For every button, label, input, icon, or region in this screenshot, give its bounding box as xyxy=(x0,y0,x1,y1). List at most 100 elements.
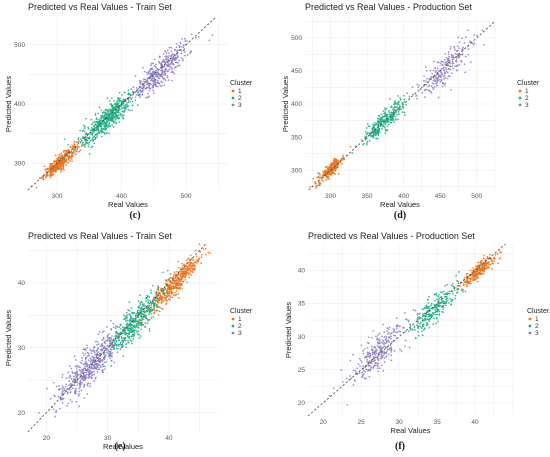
data-point xyxy=(361,376,363,379)
data-point xyxy=(350,377,353,380)
data-point xyxy=(103,357,105,360)
panel-caption: (f) xyxy=(395,441,405,452)
data-point xyxy=(446,291,449,294)
data-point xyxy=(119,114,122,116)
data-point xyxy=(364,130,367,133)
data-point xyxy=(375,137,378,140)
data-point xyxy=(484,259,486,261)
data-point xyxy=(80,378,83,380)
data-point xyxy=(106,123,108,125)
data-point xyxy=(459,53,462,56)
data-point xyxy=(115,347,118,350)
data-point xyxy=(173,53,175,56)
series-3 xyxy=(124,33,214,112)
data-point xyxy=(148,327,151,330)
data-point xyxy=(103,118,105,120)
data-point xyxy=(101,331,104,334)
data-point xyxy=(132,326,134,329)
data-point xyxy=(132,317,134,320)
data-point xyxy=(139,307,142,310)
data-point xyxy=(385,108,388,110)
data-point xyxy=(169,276,172,279)
data-point xyxy=(388,113,391,116)
data-point xyxy=(153,76,155,79)
data-point xyxy=(105,339,107,342)
data-point xyxy=(191,267,194,270)
data-point xyxy=(74,387,77,390)
data-point xyxy=(80,383,82,385)
data-point xyxy=(449,68,452,71)
data-point xyxy=(193,262,195,264)
data-point xyxy=(381,356,384,359)
data-point xyxy=(426,322,429,324)
data-point xyxy=(473,269,476,271)
data-point xyxy=(110,110,113,112)
data-point xyxy=(89,382,92,385)
data-point xyxy=(153,303,156,306)
data-point xyxy=(450,284,453,287)
data-point xyxy=(432,79,435,82)
data-point xyxy=(448,290,451,293)
data-point xyxy=(390,354,393,357)
data-point xyxy=(164,292,167,295)
data-point xyxy=(92,121,94,124)
data-point xyxy=(167,58,170,61)
data-point xyxy=(469,40,472,43)
data-point xyxy=(337,163,340,166)
data-point xyxy=(139,93,141,96)
data-point xyxy=(81,143,84,146)
data-point xyxy=(97,118,100,121)
data-point xyxy=(115,108,118,111)
data-point xyxy=(171,296,174,299)
data-point xyxy=(413,325,416,327)
data-point xyxy=(457,280,460,283)
data-point xyxy=(412,93,414,96)
data-point xyxy=(115,117,117,120)
data-point xyxy=(77,365,79,367)
data-point xyxy=(421,317,423,320)
data-point xyxy=(392,119,394,122)
chart-title: Predicted vs Real Values - Production Se… xyxy=(308,231,475,241)
data-point xyxy=(449,75,451,78)
data-point xyxy=(176,276,178,278)
data-point xyxy=(493,260,496,263)
data-point xyxy=(436,302,439,305)
data-point xyxy=(152,80,155,83)
data-point xyxy=(132,333,134,336)
data-point xyxy=(428,326,431,329)
data-point xyxy=(357,363,360,365)
data-point xyxy=(126,319,129,322)
data-point xyxy=(89,357,92,360)
data-point xyxy=(475,265,477,267)
data-point xyxy=(184,276,186,279)
data-point xyxy=(191,262,193,264)
data-point xyxy=(439,76,442,78)
data-point xyxy=(74,359,77,361)
data-point xyxy=(104,355,106,357)
data-point xyxy=(126,324,129,326)
data-point xyxy=(176,270,178,273)
data-point xyxy=(200,262,202,264)
y-tick-label: 20 xyxy=(18,410,26,417)
data-point xyxy=(129,329,132,331)
data-point xyxy=(187,261,190,264)
data-point xyxy=(142,310,145,313)
data-point xyxy=(162,291,165,294)
data-point xyxy=(342,154,344,157)
data-point xyxy=(191,257,193,260)
data-point xyxy=(164,70,166,73)
data-point xyxy=(168,68,171,71)
data-point xyxy=(451,65,454,68)
data-point xyxy=(136,104,139,106)
data-point xyxy=(375,335,377,338)
data-point xyxy=(373,346,375,349)
data-point xyxy=(41,175,44,178)
data-point xyxy=(174,276,176,279)
data-point xyxy=(111,355,113,357)
data-point xyxy=(415,337,417,340)
data-point xyxy=(435,317,438,320)
data-point xyxy=(190,267,192,269)
data-point xyxy=(129,319,132,321)
data-point xyxy=(95,118,98,120)
